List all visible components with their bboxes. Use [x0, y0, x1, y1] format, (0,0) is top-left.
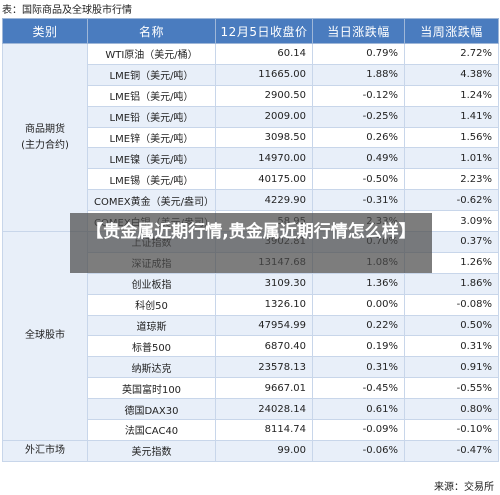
name-cell: 纳斯达克 [87, 356, 216, 379]
name-cell: 法国CAC40 [87, 419, 216, 441]
header-week-change: 当周涨跌幅 [404, 18, 499, 44]
week-change-cell: 1.86% [404, 272, 499, 295]
week-change-cell: -0.55% [404, 377, 499, 400]
week-change-cell: 4.38% [404, 63, 499, 86]
week-change-cell: 0.80% [404, 398, 499, 421]
week-change-cell: 2.72% [404, 43, 499, 65]
week-change-cell: -0.08% [404, 293, 499, 316]
name-cell: 道琼斯 [87, 314, 216, 337]
week-change-cell: 0.50% [404, 314, 499, 337]
week-change-cell: 1.24% [404, 84, 499, 107]
week-change-cell: 0.31% [404, 335, 499, 358]
table-row: 创业板指 3109.30 1.36% 1.86% [3, 272, 499, 295]
table-row: 英国富时100 9667.01 -0.45% -0.55% [3, 377, 499, 400]
day-change-cell: -0.50% [312, 168, 405, 191]
name-cell: LME镍（美元/吨） [87, 147, 216, 170]
header-close-price: 12月5日收盘价 [215, 18, 313, 44]
week-change-cell: 1.41% [404, 105, 499, 128]
table-row: 科创50 1326.10 0.00% -0.08% [3, 293, 499, 316]
table-row: 纳斯达克 23578.13 0.31% 0.91% [3, 356, 499, 379]
day-change-cell: 1.88% [312, 63, 405, 86]
day-change-cell: -0.06% [312, 439, 405, 462]
close-price-cell: 11665.00 [215, 63, 313, 86]
close-price-cell: 24028.14 [215, 398, 313, 421]
name-cell: 创业板指 [87, 272, 216, 295]
table-header-row: 类别 名称 12月5日收盘价 当日涨跌幅 当周涨跌幅 [2, 18, 499, 44]
week-change-cell: 0.91% [404, 356, 499, 379]
table-row: LME锌（美元/吨） 3098.50 0.26% 1.56% [3, 126, 499, 149]
table-row: LME镍（美元/吨） 14970.00 0.49% 1.01% [3, 147, 499, 170]
name-cell: LME铅（美元/吨） [87, 105, 216, 128]
category-cell: 外汇市场 [2, 439, 88, 462]
day-change-cell: 0.00% [312, 293, 405, 316]
table-row: 法国CAC40 8114.74 -0.09% -0.10% [3, 419, 499, 441]
close-price-cell: 6870.40 [215, 335, 313, 358]
source-note: 来源：交易所 [434, 482, 494, 493]
week-change-cell: 2.23% [404, 168, 499, 191]
name-cell: LME铜（美元/吨） [87, 63, 216, 86]
table-row: LME铜（美元/吨） 11665.00 1.88% 4.38% [3, 63, 499, 86]
close-price-cell: 23578.13 [215, 356, 313, 379]
day-change-cell: -0.12% [312, 84, 405, 107]
week-change-cell: -0.47% [404, 439, 499, 462]
day-change-cell: -0.31% [312, 189, 405, 212]
close-price-cell: 3098.50 [215, 126, 313, 149]
close-price-cell: 60.14 [215, 43, 313, 65]
day-change-cell: 0.31% [312, 356, 405, 379]
table-caption: 表：国际商品及全球股市行情 [2, 5, 132, 16]
week-change-cell: 1.01% [404, 147, 499, 170]
table-row: 商品期货 (主力合约) WTI原油（美元/桶） 60.14 0.79% 2.72% [2, 42, 499, 233]
name-cell: 标普500 [87, 335, 216, 358]
table-row: COMEX黄金（美元/盎司） 4229.90 -0.31% -0.62% [3, 189, 499, 212]
header-day-change: 当日涨跌幅 [312, 18, 405, 44]
day-change-cell: 0.79% [312, 43, 405, 65]
name-cell: 德国DAX30 [87, 398, 216, 421]
name-cell: 英国富时100 [87, 377, 216, 400]
close-price-cell: 2009.00 [215, 105, 313, 128]
day-change-cell: 0.61% [312, 398, 405, 421]
close-price-cell: 1326.10 [215, 293, 313, 316]
day-change-cell: -0.09% [312, 419, 405, 441]
close-price-cell: 40175.00 [215, 168, 313, 191]
week-change-cell: 1.56% [404, 126, 499, 149]
category-cell: 商品期货 (主力合约) [2, 42, 88, 233]
name-cell: LME锌（美元/吨） [87, 126, 216, 149]
close-price-cell: 2900.50 [215, 84, 313, 107]
close-price-cell: 14970.00 [215, 147, 313, 170]
table-row: 道琼斯 47954.99 0.22% 0.50% [3, 314, 499, 337]
name-cell: 科创50 [87, 293, 216, 316]
week-change-cell: -0.62% [404, 189, 499, 212]
day-change-cell: 0.22% [312, 314, 405, 337]
day-change-cell: -0.45% [312, 377, 405, 400]
close-price-cell: 47954.99 [215, 314, 313, 337]
header-category: 类别 [2, 18, 88, 44]
table-row: LME铝（美元/吨） 2900.50 -0.12% 1.24% [3, 84, 499, 107]
name-cell: COMEX黄金（美元/盎司） [87, 189, 216, 212]
table-row: 外汇市场 美元指数 99.00 -0.06% -0.47% [2, 439, 499, 462]
day-change-cell: 0.26% [312, 126, 405, 149]
name-cell: WTI原油（美元/桶） [87, 43, 216, 65]
day-change-cell: 0.49% [312, 147, 405, 170]
header-name: 名称 [87, 18, 216, 44]
day-change-cell: 1.36% [312, 272, 405, 295]
name-cell: 美元指数 [87, 439, 216, 462]
close-price-cell: 9667.01 [215, 377, 313, 400]
table-row: 德国DAX30 24028.14 0.61% 0.80% [3, 398, 499, 421]
day-change-cell: 0.19% [312, 335, 405, 358]
table-row: LME铅（美元/吨） 2009.00 -0.25% 1.41% [3, 105, 499, 128]
close-price-cell: 99.00 [215, 439, 313, 462]
name-cell: LME锡（美元/吨） [87, 168, 216, 191]
close-price-cell: 8114.74 [215, 419, 313, 441]
close-price-cell: 3109.30 [215, 272, 313, 295]
title-overlay: 【贵金属近期行情,贵金属近期行情怎么样】 [70, 213, 432, 273]
table-row: 标普500 6870.40 0.19% 0.31% [3, 335, 499, 358]
close-price-cell: 4229.90 [215, 189, 313, 212]
name-cell: LME铝（美元/吨） [87, 84, 216, 107]
day-change-cell: -0.25% [312, 105, 405, 128]
week-change-cell: -0.10% [404, 419, 499, 441]
